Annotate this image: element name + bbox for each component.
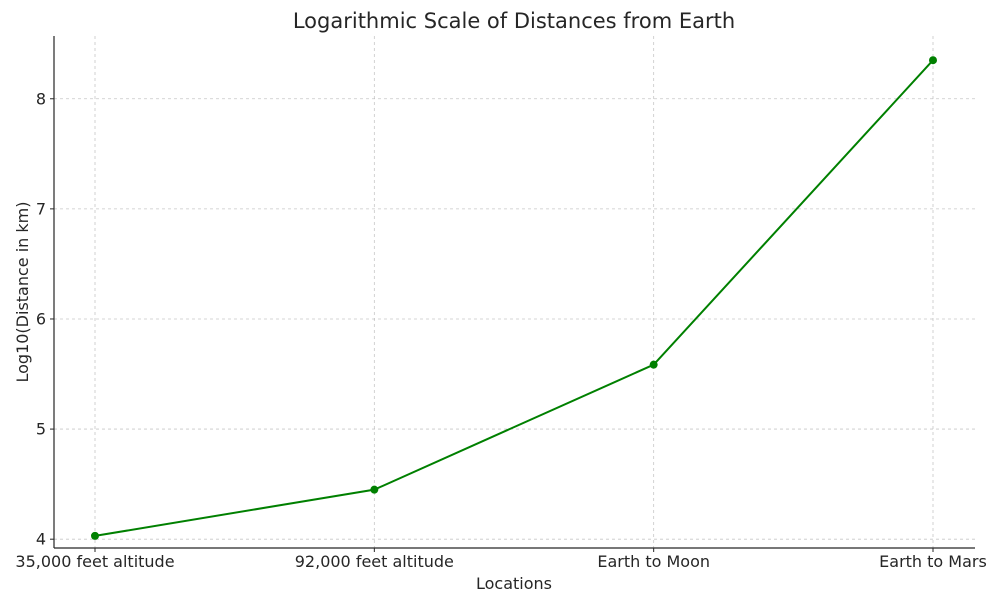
gridlines [54,36,975,548]
y-tick-label: 5 [36,420,46,439]
x-axis-label: Locations [476,574,552,593]
y-axis-label: Log10(Distance in km) [13,202,32,383]
y-tick-label: 8 [36,89,46,108]
data-point [370,485,379,494]
data-point [649,360,658,369]
y-tick-label: 7 [36,199,46,218]
series-line [94,59,934,537]
x-tick-label: Earth to Moon [597,552,710,571]
x-tick-label: 92,000 feet altitude [295,552,454,571]
axes [53,36,975,549]
series-group [91,56,937,540]
y-tick-label: 4 [36,530,46,549]
data-point [91,531,99,540]
x-tick-label: Earth to Mars [879,552,987,571]
y-tick-label: 6 [36,309,46,328]
data-point [929,56,937,65]
y-ticks: 4 5 6 7 8 [36,89,54,549]
x-tick-label: 35,000 feet altitude [15,552,174,571]
x-ticks: 35,000 feet altitude 92,000 feet altitude… [15,548,987,571]
chart-title: Logarithmic Scale of Distances from Eart… [293,9,735,33]
